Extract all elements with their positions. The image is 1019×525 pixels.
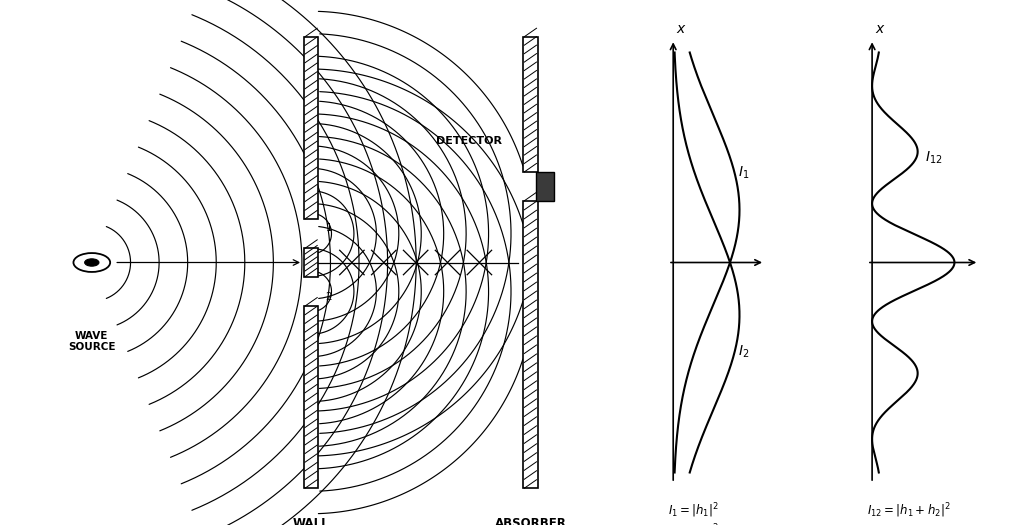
Text: $I_1 = |h_1|^2$: $I_1 = |h_1|^2$	[667, 501, 718, 520]
Text: 1: 1	[325, 223, 331, 234]
Text: $I_{12}$: $I_{12}$	[924, 149, 942, 166]
Text: $I_2$: $I_2$	[738, 343, 749, 360]
Circle shape	[85, 259, 99, 266]
Bar	[523, 201, 537, 488]
Text: WAVE
SOURCE: WAVE SOURCE	[68, 331, 115, 352]
Text: x: x	[676, 22, 684, 36]
Bar	[535, 172, 553, 201]
Text: x: x	[874, 22, 882, 36]
Bar	[304, 248, 318, 277]
Text: $I_1$: $I_1$	[738, 165, 749, 182]
Text: WALL: WALL	[292, 517, 329, 525]
Bar	[304, 306, 318, 488]
Bar	[304, 37, 318, 219]
Text: DETECTOR: DETECTOR	[436, 135, 501, 145]
Bar	[523, 37, 537, 172]
Text: ABSORBER: ABSORBER	[494, 517, 566, 525]
Text: 2: 2	[325, 291, 331, 302]
Text: $I_{12}= |h_1 + h_2|^2$: $I_{12}= |h_1 + h_2|^2$	[866, 501, 950, 520]
Text: $I_2 = |h_2|^2$: $I_2 = |h_2|^2$	[667, 522, 718, 525]
Circle shape	[73, 253, 110, 272]
